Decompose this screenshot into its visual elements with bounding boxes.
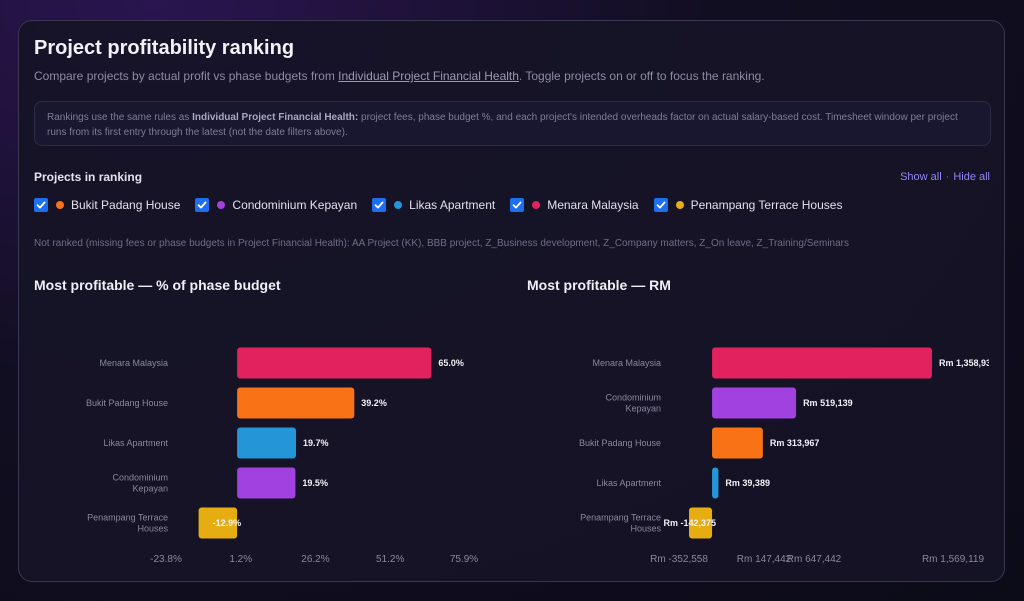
chart-percent-of-budget: Menara Malaysia 65.0% Bukit Padang House 39… [86, 347, 478, 565]
project-color-dot [394, 201, 403, 209]
tick-label: Rm 647,442 [787, 554, 842, 565]
check-icon [36, 201, 46, 209]
financial-health-link[interactable]: Individual Project Financial Health [338, 69, 519, 83]
note-text-post: project fees, phase budget %, and each p… [47, 112, 958, 138]
value-label: Rm 1,358,936 [939, 358, 989, 368]
page-subtitle: Compare projects by actual profit vs pha… [34, 69, 765, 83]
project-color-dot [217, 201, 226, 209]
category-label: Menara Malaysia [99, 358, 168, 368]
project-toggle[interactable]: Menara Malaysia [510, 198, 639, 212]
subtitle-text-pre: Compare projects by actual profit vs pha… [34, 69, 339, 83]
project-color-dot [675, 201, 684, 209]
tick-label: Rm -352,558 [650, 554, 708, 565]
tick-label: 26.2% [301, 554, 329, 565]
chart-rm-profit: Menara Malaysia Rm 1,358,936 CondominiumKe… [579, 347, 989, 565]
project-name: Likas Apartment [409, 198, 496, 212]
value-label: Rm 39,389 [725, 478, 770, 488]
project-name: Menara Malaysia [547, 198, 639, 212]
bar [689, 507, 713, 539]
bar [712, 387, 797, 419]
hide-all-link[interactable]: Hide all [953, 171, 990, 183]
tick-label: Rm 1,569,119 [922, 554, 985, 565]
category-label: Likas Apartment [103, 438, 168, 448]
tick-label: 1.2% [229, 554, 252, 565]
check-icon [656, 201, 666, 209]
bar [712, 347, 932, 379]
project-checkbox-list: Bukit Padang House Condominium Kepayan Lik… [34, 198, 857, 212]
ranking-card: Project profitability ranking Compare pr… [18, 20, 1005, 582]
bar [237, 427, 297, 459]
bar [198, 507, 238, 539]
bar [712, 427, 763, 459]
tick-label: -23.8% [150, 554, 182, 565]
bar [237, 347, 432, 379]
project-name: Penampang Terrace Houses [690, 198, 843, 212]
toggle-links: Show all · Hide all [900, 171, 990, 183]
projects-in-ranking-label: Projects in ranking [34, 170, 143, 184]
tick-label: Rm 147,442 [737, 554, 792, 565]
category-label: Bukit Padang House [86, 398, 168, 408]
note-text-pre: Rankings use the same rules as [47, 112, 193, 123]
project-color-dot [532, 201, 541, 209]
chart-title-percent: Most profitable — % of phase budget [34, 277, 281, 293]
project-toggle[interactable]: Bukit Padang House [34, 198, 180, 212]
tick-label: 51.2% [376, 554, 404, 565]
checkbox[interactable] [653, 198, 668, 212]
rules-note: Rankings use the same rules as Individua… [34, 101, 991, 146]
project-toggle[interactable]: Penampang Terrace Houses [653, 198, 843, 212]
category-label: Condominium Kepayan [605, 393, 661, 414]
category-label: Penampang Terrace Houses [580, 513, 661, 534]
value-label: Rm -142,375 [664, 518, 717, 528]
checkbox[interactable] [195, 198, 210, 212]
not-ranked-note: Not ranked (missing fees or phase budget… [34, 238, 849, 249]
bar [237, 467, 296, 499]
value-label: 19.7% [303, 438, 329, 448]
check-icon [374, 201, 384, 209]
bar [237, 387, 355, 419]
chart-title-rm: Most profitable — RM [527, 277, 671, 293]
project-name: Condominium Kepayan [232, 198, 358, 212]
subtitle-text-post: . Toggle projects on or off to focus the… [518, 69, 765, 83]
note-text-bold: Individual Project Financial Health: [192, 112, 359, 123]
category-label: Bukit Padang House [579, 438, 661, 448]
checkbox[interactable] [34, 198, 48, 212]
value-label: Rm 313,967 [770, 438, 820, 448]
project-toggle[interactable]: Condominium Kepayan [195, 198, 357, 212]
check-icon [198, 201, 207, 209]
value-label: 39.2% [361, 398, 387, 408]
value-label: -12.9% [213, 518, 242, 528]
check-icon [512, 201, 522, 209]
category-label: Menara Malaysia [592, 358, 661, 368]
value-label: 65.0% [438, 358, 464, 368]
project-name: Bukit Padang House [71, 198, 181, 212]
bar [712, 467, 719, 499]
show-all-link[interactable]: Show all [900, 171, 942, 183]
project-color-dot [56, 201, 64, 209]
value-label: 19.5% [302, 478, 328, 488]
value-label: Rm 519,139 [803, 398, 853, 408]
checkbox[interactable] [510, 198, 525, 212]
project-toggle[interactable]: Likas Apartment [372, 198, 495, 212]
page-title: Project profitability ranking [34, 37, 295, 59]
category-label: Likas Apartment [596, 478, 661, 488]
category-label: Penampang Terrace Houses [87, 513, 168, 534]
tick-label: 75.9% [450, 554, 478, 565]
link-separator: · [945, 171, 950, 183]
category-label: Condominium Kepayan [112, 473, 168, 494]
checkbox[interactable] [372, 198, 387, 212]
